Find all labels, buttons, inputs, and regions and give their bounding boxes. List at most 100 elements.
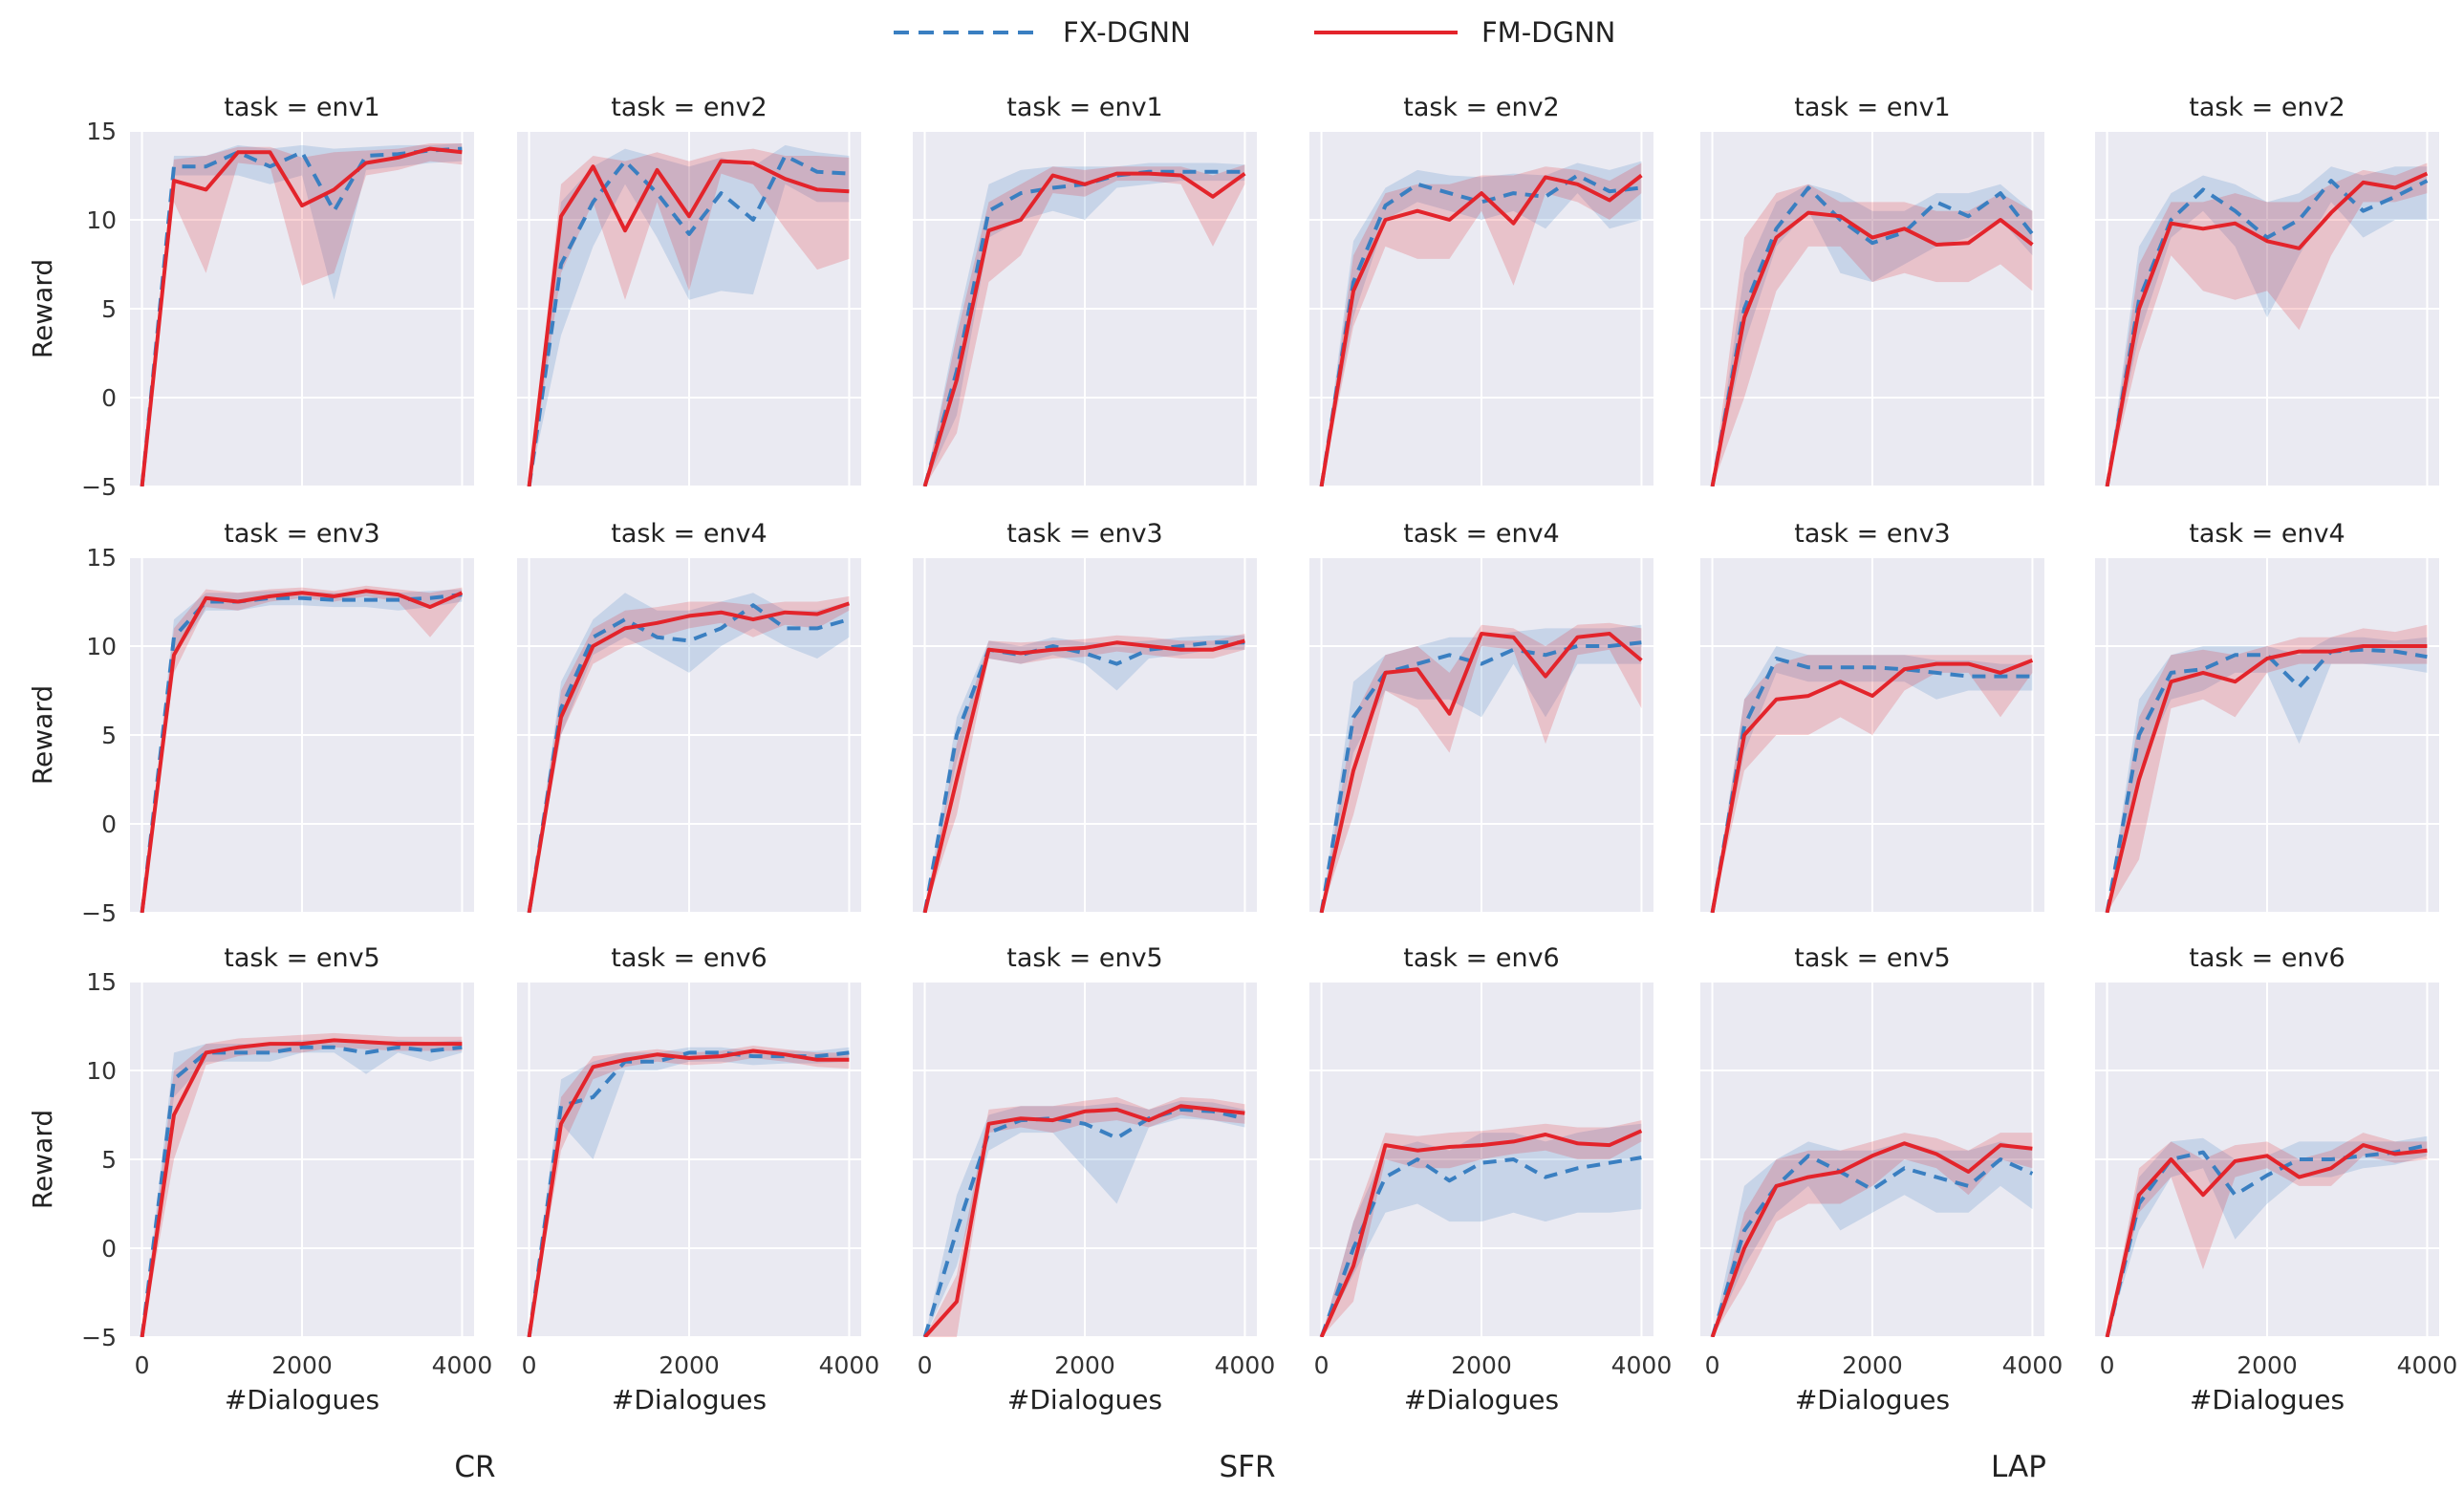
y-tick-label: −5 [81, 473, 117, 501]
fm-dgnn-line [140, 589, 464, 913]
fx-dgnn-line [1319, 640, 1642, 913]
panel-title: task = env2 [2189, 93, 2345, 122]
panel-14: task = env6 0 2000 4000 #Dialogues [517, 943, 879, 1415]
plot-content [1319, 622, 1643, 913]
y-tick-label: 5 [101, 295, 117, 323]
panel-8: task = env4 [517, 519, 861, 914]
panel-9: task = env3 [913, 519, 1257, 914]
fm-dgnn-line [2105, 171, 2429, 486]
plot-content [527, 144, 850, 486]
panel-18: task = env6 0 2000 4000 #Dialogues [2095, 943, 2457, 1415]
legend-label-fm-dgnn: FM-DGNN [1481, 16, 1615, 49]
y-axis-label: Reward [27, 259, 58, 358]
x-tick-label: 2000 [2237, 1351, 2298, 1379]
fm-dgnn-line [2105, 644, 2428, 913]
fm-dgnn-band [2107, 1133, 2428, 1337]
panel-title: task = env5 [224, 943, 380, 973]
panel-title: task = env6 [611, 943, 767, 973]
fx-dgnn-band [2107, 637, 2428, 913]
fx-dgnn-line [1319, 173, 1642, 486]
fx-dgnn-line [527, 603, 850, 913]
plot-content [922, 634, 1245, 913]
plot-content [1319, 161, 1643, 486]
x-tick-label: 2000 [659, 1351, 720, 1379]
group-label-lap: LAP [1991, 1450, 2046, 1484]
fm-dgnn-band [924, 164, 1245, 486]
fm-dgnn-band [1712, 184, 2033, 486]
fx-dgnn-line [140, 146, 463, 486]
x-tick-label: 2000 [271, 1351, 333, 1379]
panel-6: task = env2 [2095, 93, 2439, 487]
fm-dgnn-band [924, 1096, 1245, 1337]
fx-dgnn-line [1710, 657, 2033, 913]
x-tick-label: 0 [135, 1351, 150, 1379]
panel-2: task = env2 [517, 93, 861, 487]
group-label-sfr: SFR [1219, 1450, 1275, 1484]
panel-title: task = env4 [611, 519, 767, 549]
x-tick-label: 0 [1314, 1351, 1329, 1379]
panel-title: task = env1 [224, 93, 380, 122]
x-axis-label: #Dialogues [1404, 1384, 1559, 1415]
plot-content [140, 585, 464, 913]
panel-title: task = env6 [2189, 943, 2345, 973]
panel-3: task = env1 [913, 93, 1257, 487]
plot-content [922, 1096, 1245, 1337]
plot-content [527, 1046, 850, 1337]
x-tick-label: 0 [522, 1351, 537, 1379]
y-tick-label: −5 [81, 899, 117, 927]
panel-title: task = env2 [611, 93, 767, 122]
fx-dgnn-line [2105, 647, 2428, 913]
fm-dgnn-line [922, 638, 1245, 913]
x-tick-label: 2000 [1451, 1351, 1512, 1379]
y-tick-label: 15 [86, 544, 117, 572]
panel-12: task = env4 [2095, 519, 2439, 914]
x-tick-label: 4000 [2397, 1351, 2458, 1379]
plot-content [1319, 1120, 1643, 1337]
panel-13: task = env5 −5 0 5 10 15 Reward 0 2000 4000 #Dialo… [27, 943, 492, 1415]
panel-title: task = env5 [1006, 943, 1163, 973]
plot-content [2105, 1133, 2428, 1337]
panel-title: task = env5 [1794, 943, 1951, 973]
plot-content [140, 143, 463, 486]
x-tick-label: 2000 [1054, 1351, 1115, 1379]
fx-dgnn-band [1321, 1123, 1642, 1337]
fm-dgnn-band [1712, 655, 2033, 913]
panels-grid: task = env1 −5 0 5 10 15 Reward task = env2 task… [27, 93, 2457, 1415]
plot-content [1710, 184, 2034, 486]
fm-dgnn-line [527, 1048, 850, 1337]
y-tick-label: 10 [86, 1057, 117, 1085]
group-labels: CR SFR LAP [454, 1450, 2046, 1484]
fm-dgnn-line [922, 171, 1246, 486]
fm-dgnn-band [529, 148, 850, 486]
panel-7: task = env3 −5 0 5 10 15 Reward [27, 519, 474, 927]
legend-label-fx-dgnn: FX-DGNN [1063, 16, 1191, 49]
fm-dgnn-line [1710, 210, 2034, 486]
fm-dgnn-band [1321, 622, 1642, 913]
y-tick-label: 5 [101, 722, 117, 749]
y-tick-label: 15 [86, 118, 117, 145]
panel-title: task = env6 [1403, 943, 1560, 973]
fx-dgnn-line [1319, 1156, 1642, 1337]
fx-dgnn-line [527, 154, 850, 486]
y-tick-label: 10 [86, 206, 117, 234]
y-tick-label: 15 [86, 968, 117, 996]
fx-dgnn-band [924, 1100, 1245, 1337]
panel-title: task = env4 [1403, 519, 1560, 549]
panel-4: task = env2 [1309, 93, 1653, 487]
y-tick-label: 5 [101, 1146, 117, 1174]
panel-1: task = env1 −5 0 5 10 15 Reward [27, 93, 474, 501]
y-tick-label: 0 [101, 384, 117, 412]
x-tick-label: 0 [918, 1351, 933, 1379]
fm-dgnn-line [1319, 632, 1643, 913]
x-tick-label: 4000 [2002, 1351, 2064, 1379]
panel-16: task = env6 0 2000 4000 #Dialogues [1309, 943, 1672, 1415]
x-axis-label: #Dialogues [1007, 1384, 1162, 1415]
y-tick-label: 0 [101, 810, 117, 838]
fm-dgnn-band [2107, 624, 2428, 913]
x-tick-label: 0 [2100, 1351, 2115, 1379]
plot-content [922, 162, 1246, 486]
x-tick-label: 4000 [1215, 1351, 1276, 1379]
fm-dgnn-line [1319, 173, 1643, 486]
x-tick-label: 2000 [1842, 1351, 1903, 1379]
fm-dgnn-line [2105, 1143, 2428, 1337]
